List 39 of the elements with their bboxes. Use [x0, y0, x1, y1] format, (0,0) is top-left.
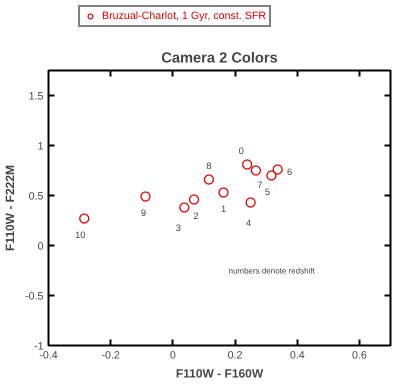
point	[242, 159, 252, 170]
annotation: 2	[193, 211, 199, 221]
y-tick-label: 1	[38, 140, 44, 152]
annotation: numbers denote redshift	[228, 266, 316, 276]
y-axis-title: F110W - F222M	[3, 164, 18, 252]
point	[79, 213, 90, 224]
y-tick-label: 0	[38, 240, 44, 252]
y-tick-label: -1	[34, 340, 44, 352]
annotation: 10	[75, 230, 86, 240]
annotation: 4	[246, 218, 252, 228]
point	[250, 165, 262, 176]
point	[245, 197, 256, 208]
point	[140, 191, 151, 202]
x-tick-label: -0.4	[39, 350, 58, 362]
chart-title: Camera 2 Colors	[161, 50, 278, 66]
annotation: 5	[264, 187, 270, 197]
point	[188, 194, 200, 205]
annotation: 3	[176, 223, 181, 233]
x-tick-label: 0.2	[228, 350, 243, 362]
annotation: 8	[206, 161, 212, 171]
annotation: 7	[257, 180, 262, 190]
point	[272, 164, 283, 175]
point	[218, 187, 229, 198]
point	[179, 202, 190, 213]
x-tick-label: 0.4	[290, 350, 305, 362]
annotation: 1	[220, 204, 226, 214]
legend-label: Bruzual-Charlot, 1 Gyr, const. SFR	[102, 10, 266, 22]
point	[266, 170, 277, 181]
x-tick-label: 0.6	[352, 350, 367, 362]
annotation: 9	[140, 208, 146, 218]
y-tick-label: 0.5	[28, 190, 44, 202]
annotation: 6	[287, 167, 292, 177]
y-tick-label: -0.5	[25, 290, 44, 302]
x-tick-label: 0	[170, 350, 176, 362]
annotation: 0	[238, 146, 244, 156]
x-tick-label: -0.2	[102, 350, 120, 362]
point	[204, 174, 214, 185]
x-axis-title: F110W - F160W	[176, 366, 264, 380]
y-tick-label: 1.5	[28, 90, 44, 102]
